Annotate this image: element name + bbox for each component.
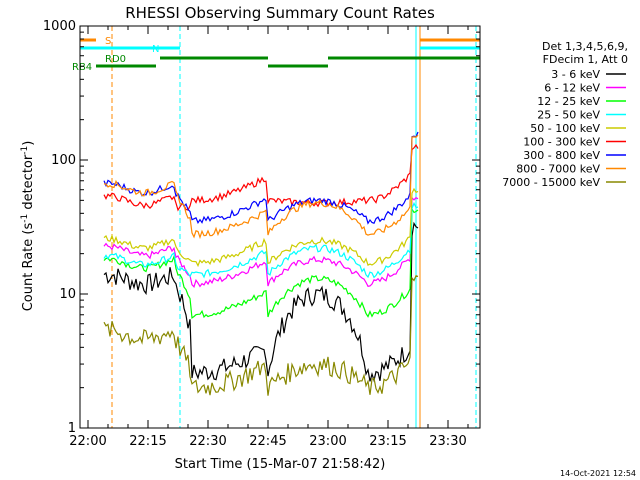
legend-header: Det 1,3,4,5,6,9,: [542, 40, 628, 53]
x-tick-label: 22:30: [189, 434, 226, 449]
x-tick-label: 23:00: [309, 434, 346, 449]
y-axis-label: Count Rate (s-1 detector-1): [20, 141, 36, 312]
y-tick-label: 1: [68, 421, 76, 436]
series-line-7: [103, 131, 419, 225]
series-layer: [103, 131, 419, 396]
series-line-6: [103, 143, 419, 212]
axes-layer: 1 10 100 1000 22:00 22:15 22:30 22:45 23:00 23:15…: [43, 19, 481, 449]
legend-header: FDecim 1, Att 0: [543, 53, 628, 66]
series-line-8: [103, 134, 419, 240]
y-tick-label: 1000: [43, 19, 76, 34]
y-axis-label-superscript: -1: [20, 146, 30, 155]
legend-entry-label: 6 - 12 keV: [544, 82, 600, 95]
legend-entry-label: 12 - 25 keV: [537, 95, 600, 108]
y-axis-label-superscript: -1: [20, 214, 30, 223]
x-tick-label: 23:30: [429, 434, 466, 449]
series-line-3: [103, 206, 419, 319]
y-axis-label-part: detector: [21, 154, 36, 214]
x-tick-label: 22:00: [69, 434, 106, 449]
legend-entry-label: 800 - 7000 keV: [516, 163, 600, 176]
flag-label-rb4: RB4: [72, 62, 92, 73]
flag-label-n: N: [152, 44, 159, 55]
x-tick-label: 23:15: [369, 434, 406, 449]
y-tick-label: 100: [51, 153, 76, 168]
series-line-9: [103, 275, 419, 396]
plot-frame: [79, 25, 481, 429]
legend-entry-label: 300 - 800 keV: [523, 149, 600, 162]
x-tick-label: 22:45: [249, 434, 286, 449]
y-tick-label: 10: [59, 287, 76, 302]
series-line-5: [103, 187, 419, 268]
flags-layer: S N RD0 RB4: [72, 36, 480, 73]
series-line-4: [103, 201, 419, 279]
legend-entry-label: 100 - 300 keV: [523, 136, 600, 149]
x-tick-label: 22:15: [129, 434, 166, 449]
series-line-1: [103, 221, 419, 383]
timestamp-footer: 14-Oct-2021 12:54: [560, 469, 636, 478]
y-axis-label-part: ): [21, 141, 36, 146]
legend-entry-label: 50 - 100 keV: [530, 122, 600, 135]
x-axis-label: Start Time (15-Mar-07 21:58:42): [175, 457, 386, 472]
flag-label-s: S: [105, 36, 111, 47]
legend-entry-label: 3 - 6 keV: [551, 68, 600, 81]
chart-title: RHESSI Observing Summary Count Rates: [125, 4, 435, 22]
flag-label-rd0: RD0: [105, 54, 126, 65]
legend: Det 1,3,4,5,6,9,FDecim 1, Att 0 3 - 6 keV…: [502, 40, 628, 189]
y-axis-label-part: Count Rate (s: [21, 223, 36, 312]
legend-entry-label: 25 - 50 keV: [537, 109, 600, 122]
legend-entry-label: 7000 - 15000 keV: [502, 176, 600, 189]
series-line-2: [103, 196, 419, 288]
